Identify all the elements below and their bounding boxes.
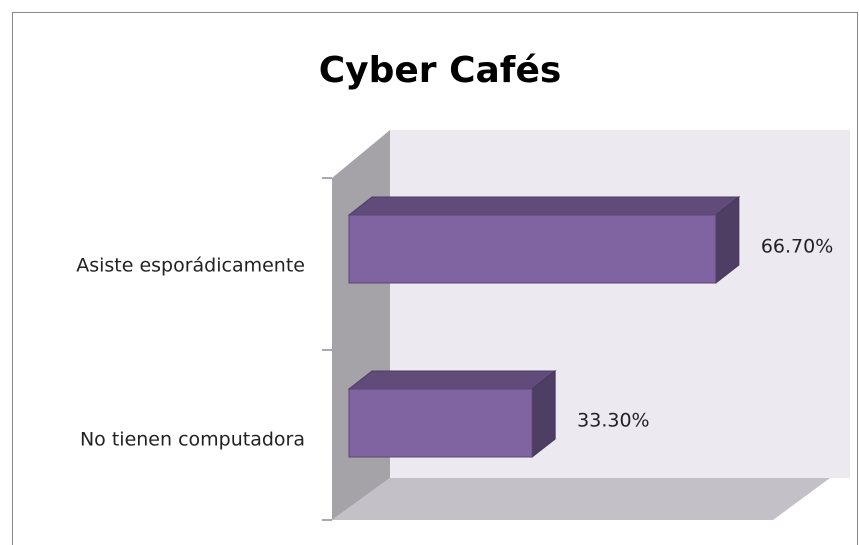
category-label: Asiste esporádicamente [76,255,305,277]
bar-top [347,196,741,216]
chart-title: Cyber Cafés [319,50,562,91]
value-label: 66.70% [761,236,833,258]
value-label: 33.30% [577,410,649,432]
bar [348,388,533,458]
category-label: No tienen computadora [80,429,305,451]
bar [348,214,717,284]
side-wall [332,130,390,520]
bar-top [347,370,557,390]
floor [332,478,830,520]
